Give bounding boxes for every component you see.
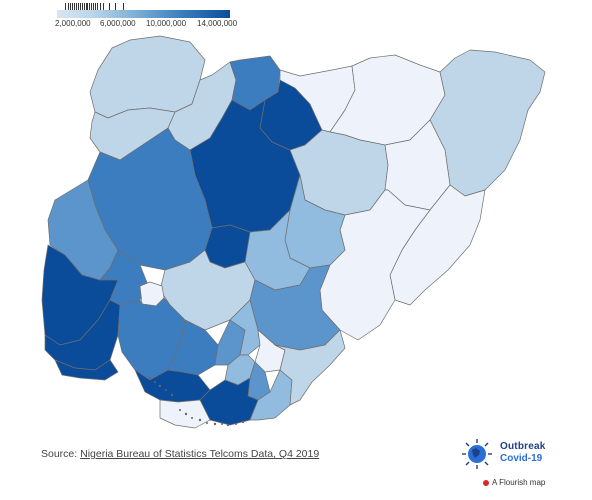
nigeria-choropleth-map	[41, 35, 546, 429]
legend-tick-4: 14,000,000	[197, 19, 238, 28]
legend-tick-3: 10,000,000	[146, 19, 187, 28]
logo-line-2: Covid-19	[500, 453, 543, 464]
map-legend: 2,000,000 6,000,000 10,000,000 14,000,00…	[55, 2, 237, 28]
source-link[interactable]: Nigeria Bureau of Statistics Telcoms Dat…	[80, 448, 320, 460]
state-rivers[interactable]	[199, 377, 259, 426]
legend-tick-1: 2,000,000	[55, 19, 91, 28]
flourish-logo-icon	[483, 479, 489, 486]
legend-tick-2: 6,000,000	[100, 19, 136, 28]
flourish-credit[interactable]: A Flourish map	[483, 478, 545, 487]
state-cross-river[interactable]	[274, 329, 346, 406]
coastline-detail	[148, 376, 245, 427]
globe-icon	[462, 439, 492, 469]
state-fct[interactable]	[204, 224, 251, 269]
legend-histogram	[65, 3, 124, 10]
outbreak-logo[interactable]: Outbreak Covid-19	[458, 433, 568, 473]
state-enugu[interactable]	[229, 299, 261, 356]
legend-color-ramp	[57, 10, 230, 18]
source-note: Source: Nigeria Bureau of Statistics Tel…	[41, 448, 319, 460]
logo-line-1: Outbreak	[500, 441, 546, 452]
state-lagos[interactable]	[54, 359, 119, 381]
source-prefix: Source:	[41, 448, 81, 460]
flourish-label: A Flourish map	[492, 478, 546, 487]
